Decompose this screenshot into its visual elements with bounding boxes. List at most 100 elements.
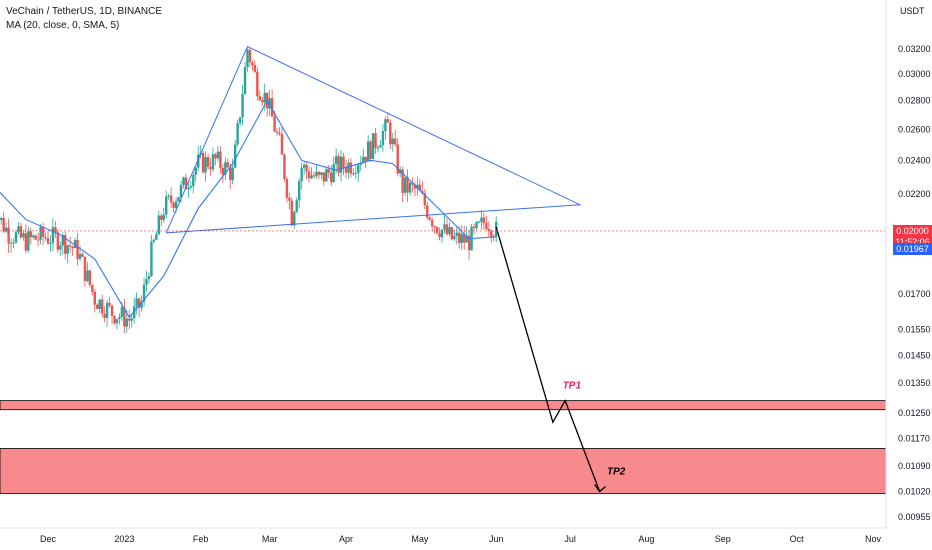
candle-body bbox=[297, 181, 301, 201]
time-tick-label: Dec bbox=[40, 534, 57, 544]
candle-body bbox=[315, 171, 318, 177]
candle-body bbox=[413, 184, 417, 189]
candle-body bbox=[224, 162, 227, 175]
candle-body bbox=[216, 151, 220, 159]
candle-body bbox=[59, 245, 62, 250]
candle-body bbox=[66, 245, 69, 254]
candle-body bbox=[51, 227, 55, 243]
candle-body bbox=[366, 141, 370, 161]
candle-body bbox=[337, 156, 340, 173]
candle-body bbox=[256, 71, 259, 97]
candle-body bbox=[120, 307, 124, 317]
candle-body bbox=[406, 177, 409, 193]
drawings: TP1 TP2 bbox=[165, 45, 626, 493]
candle-body bbox=[46, 238, 50, 244]
target-zones bbox=[0, 400, 887, 494]
candle-body bbox=[113, 315, 116, 324]
projection-arrow bbox=[495, 226, 601, 492]
candle-body bbox=[184, 177, 188, 190]
candle-body bbox=[246, 49, 249, 68]
candle-body bbox=[411, 182, 414, 185]
candle-body bbox=[98, 299, 101, 309]
candle-body bbox=[354, 173, 358, 175]
price-axis[interactable]: 0.03200 0.03000 0.02800 0.02600 0.02400 0.022… bbox=[898, 44, 931, 522]
candle-body bbox=[189, 186, 193, 188]
candle-body bbox=[221, 167, 225, 175]
candle-body bbox=[302, 164, 306, 168]
candle-body bbox=[379, 145, 382, 148]
candle-body bbox=[105, 302, 109, 319]
candle-body bbox=[369, 141, 372, 160]
candle-body bbox=[263, 92, 266, 103]
candle-body bbox=[118, 316, 121, 320]
candle-body bbox=[389, 122, 392, 145]
candle-body bbox=[238, 117, 242, 124]
price-tick-label: 0.01250 bbox=[898, 408, 931, 418]
price-tick-label: 0.01090 bbox=[898, 461, 931, 471]
candle-body bbox=[460, 234, 463, 243]
candle-body bbox=[485, 223, 488, 229]
candle-body bbox=[450, 227, 454, 240]
candle-body bbox=[487, 228, 491, 231]
ma-line bbox=[0, 99, 497, 319]
candle-body bbox=[236, 123, 239, 145]
candle-body bbox=[490, 230, 493, 237]
candle-body bbox=[71, 246, 74, 249]
candle-body bbox=[334, 156, 338, 165]
candle-body bbox=[152, 239, 156, 242]
candle-body bbox=[293, 211, 296, 226]
candle-body bbox=[288, 197, 291, 201]
triangle-pattern bbox=[165, 45, 582, 234]
candle-body bbox=[17, 226, 20, 233]
candle-body bbox=[475, 221, 478, 229]
candle-body bbox=[428, 217, 431, 220]
candle-body bbox=[332, 164, 335, 183]
price-tick-label: 0.01550 bbox=[898, 325, 931, 335]
candle-body bbox=[278, 132, 281, 135]
candle-body bbox=[268, 98, 271, 109]
candle-body bbox=[187, 187, 190, 190]
candle-body bbox=[56, 232, 60, 250]
candle-body bbox=[86, 270, 89, 282]
candle-body bbox=[211, 154, 215, 170]
candle-body bbox=[243, 67, 247, 95]
candle-body bbox=[64, 234, 67, 254]
candle-body bbox=[137, 298, 141, 308]
candle-body bbox=[285, 178, 289, 198]
candle-body bbox=[165, 196, 168, 215]
target-zone-tp2 bbox=[0, 448, 887, 494]
candle-body bbox=[280, 134, 284, 155]
candle-body bbox=[177, 197, 180, 202]
candle-body bbox=[231, 167, 234, 181]
candle-body bbox=[19, 226, 23, 238]
time-axis[interactable]: Dec 2023 Feb Mar Apr May Jun Jul Aug Sep Oct Nov bbox=[40, 534, 882, 544]
indicator-label[interactable]: MA (20, close, 0, SMA, 5) bbox=[6, 20, 120, 31]
candle-body bbox=[391, 138, 394, 145]
candle-body bbox=[145, 279, 148, 285]
candle-body bbox=[386, 119, 390, 123]
candle-body bbox=[54, 227, 57, 233]
candle-body bbox=[480, 217, 483, 222]
candle-body bbox=[100, 299, 104, 314]
candle-body bbox=[418, 184, 422, 191]
candle-body bbox=[477, 221, 481, 223]
candle-body bbox=[408, 182, 412, 193]
candle-body bbox=[433, 226, 436, 228]
candle-body bbox=[233, 144, 237, 168]
candle-body bbox=[162, 214, 165, 220]
candle-body bbox=[14, 232, 18, 243]
candle-body bbox=[155, 234, 158, 240]
candle-body bbox=[140, 301, 143, 308]
candle-body bbox=[443, 224, 446, 230]
candle-body bbox=[7, 227, 10, 244]
symbol-title[interactable]: VeChain / TetherUS, 1D, BINANCE bbox=[6, 6, 162, 17]
time-tick-label: Jun bbox=[489, 534, 504, 544]
price-tick-label: 0.01020 bbox=[898, 487, 931, 497]
candle-body bbox=[78, 253, 82, 259]
candle-body bbox=[275, 131, 279, 133]
candle-body bbox=[458, 232, 461, 243]
candle-body bbox=[251, 62, 254, 66]
candle-body bbox=[172, 202, 175, 208]
candle-body bbox=[204, 157, 207, 173]
